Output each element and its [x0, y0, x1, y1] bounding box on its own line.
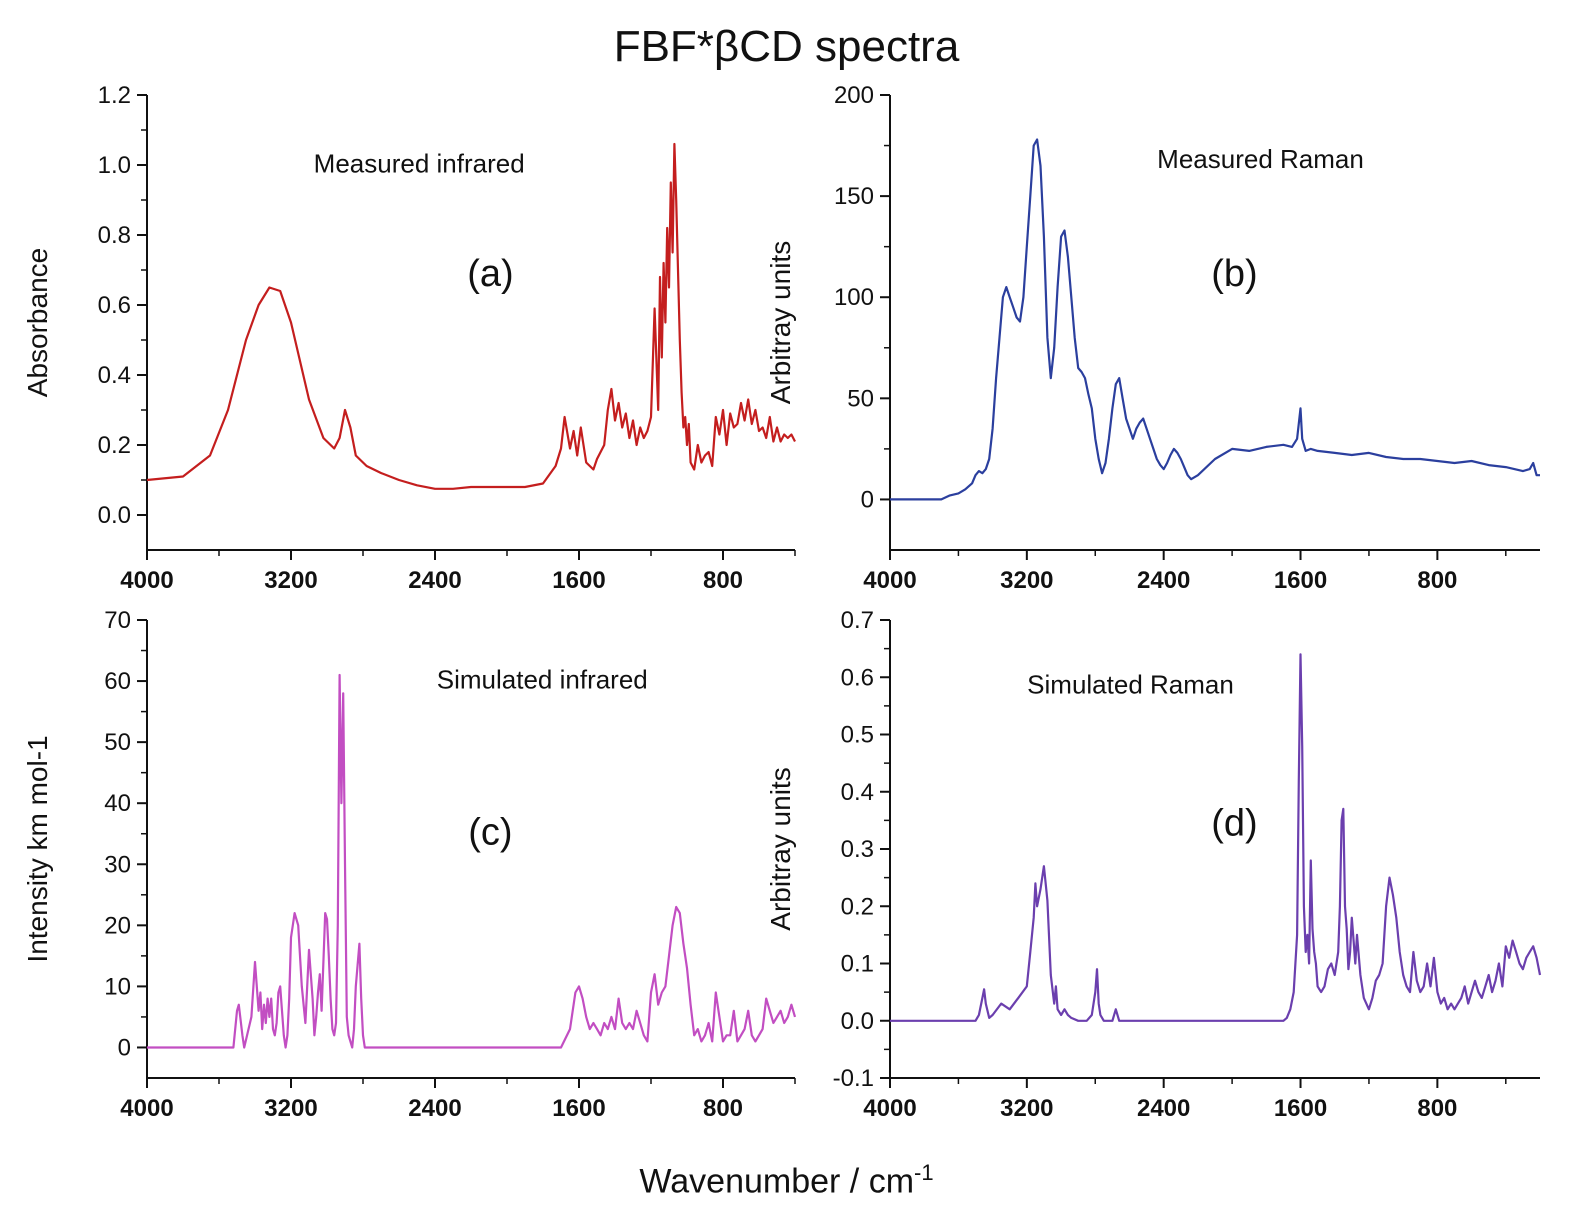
panel-label: (b)	[1211, 253, 1257, 295]
y-tick-label: 200	[834, 82, 874, 109]
x-tick-label: 1600	[1274, 567, 1327, 594]
y-tick-label: 0.5	[841, 722, 874, 749]
y-tick-label: 0.2	[98, 432, 131, 459]
chart-panel-d: 4000 3200 2400 1600 800 -0.1 0.0 0.1 0.2 0.3 0.4 0.…	[765, 607, 1542, 1122]
x-tick-label: 3200	[1000, 1095, 1053, 1122]
y-tick-label: 0.4	[841, 779, 874, 806]
y-tick-label: 0.1	[841, 951, 874, 978]
y-tick-label: 0.3	[841, 836, 874, 863]
x-tick-label: 3200	[1000, 567, 1053, 594]
x-tick-label: 3200	[264, 1095, 317, 1122]
series-line	[146, 142, 796, 490]
series-line	[147, 673, 797, 1049]
x-tick-label: 4000	[120, 1095, 173, 1122]
x-tick-label: 800	[703, 567, 743, 594]
y-tick-label: 0.7	[841, 607, 874, 634]
series-line	[890, 653, 1542, 1022]
y-tick-label: 150	[834, 183, 874, 210]
panel-annotation: Measured Raman	[1157, 144, 1364, 174]
panel-label: (a)	[467, 253, 513, 295]
chart-panel-a: 4000 3200 2400 1600 800 0.0 0.2 0.4 0.6 0.8 1.0 1.2…	[22, 82, 796, 594]
chart-panel-b: 4000 3200 2400 1600 800 0 50 100 150 200 Arbitray …	[765, 82, 1540, 594]
y-tick-label: 1.0	[98, 152, 131, 179]
x-tick-label: 4000	[863, 1095, 916, 1122]
y-tick-label: 70	[104, 607, 131, 634]
y-tick-label: -0.1	[833, 1065, 874, 1092]
panel-annotation: Simulated infrared	[437, 665, 648, 695]
x-tick-label: 2400	[408, 567, 461, 594]
y-axis-label: Arbitray units	[765, 241, 796, 404]
x-tick-label: 800	[703, 1095, 743, 1122]
y-tick-label: 0.0	[841, 1008, 874, 1035]
y-axis-label: Intensity km mol-1	[22, 735, 53, 962]
x-tick-label: 1600	[552, 1095, 605, 1122]
x-axis-label-unit-exponent: -1	[914, 1160, 934, 1185]
x-tick-label: 2400	[408, 1095, 461, 1122]
panel-label: (d)	[1211, 802, 1257, 844]
x-tick-label: 1600	[552, 567, 605, 594]
figure-title: FBF*βCD spectra	[613, 22, 960, 71]
panel-annotation: Simulated Raman	[1027, 669, 1234, 699]
x-tick-label: 2400	[1137, 1095, 1190, 1122]
y-tick-label: 50	[104, 729, 131, 756]
x-tick-label: 800	[1417, 567, 1457, 594]
panel-annotation: Measured infrared	[314, 148, 525, 178]
y-tick-label: 40	[104, 790, 131, 817]
y-tick-label: 50	[847, 385, 874, 412]
y-tick-label: 0.8	[98, 222, 131, 249]
y-tick-label: 0.0	[98, 502, 131, 529]
shared-x-axis-label: Wavenumber / cm-1	[0, 1160, 1573, 1201]
y-tick-label: 0.6	[98, 292, 131, 319]
y-tick-label: 0	[118, 1034, 131, 1061]
y-tick-label: 10	[104, 973, 131, 1000]
y-tick-label: 0.2	[841, 893, 874, 920]
y-tick-label: 0.6	[841, 664, 874, 691]
x-tick-label: 800	[1417, 1095, 1457, 1122]
chart-panel-c: 4000 3200 2400 1600 800 0 10 20 30 40 50 60 70 Intens…	[22, 607, 797, 1122]
x-tick-label: 3200	[264, 567, 317, 594]
x-tick-label: 1600	[1274, 1095, 1327, 1122]
y-axis-label: Absorbance	[22, 248, 53, 397]
y-tick-label: 1.2	[98, 82, 131, 109]
x-tick-label: 4000	[863, 567, 916, 594]
y-tick-label: 30	[104, 851, 131, 878]
x-tick-label: 2400	[1137, 567, 1190, 594]
y-tick-label: 0	[861, 486, 874, 513]
panel-label: (c)	[468, 811, 512, 853]
y-axis-label: Arbitray units	[765, 767, 796, 930]
series-line	[890, 138, 1540, 501]
y-tick-label: 20	[104, 912, 131, 939]
x-tick-label: 4000	[120, 567, 173, 594]
y-tick-label: 60	[104, 668, 131, 695]
y-tick-label: 0.4	[98, 362, 131, 389]
x-axis-label-text: Wavenumber / cm	[639, 1162, 915, 1201]
y-tick-label: 100	[834, 284, 874, 311]
